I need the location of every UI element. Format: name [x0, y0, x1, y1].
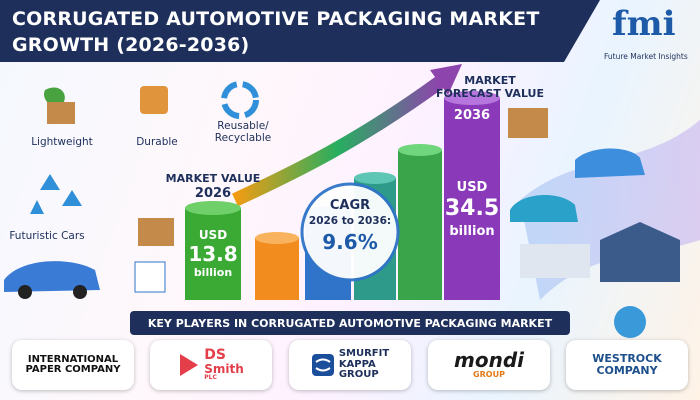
company-line: COMPANY — [596, 364, 658, 377]
players-banner — [130, 311, 570, 335]
currency: USD — [198, 228, 228, 242]
header-band — [0, 0, 600, 62]
feature: Durable — [136, 136, 178, 148]
forecast-label: MARKET FORECAST VALUE — [435, 74, 545, 101]
feature: Lightweight — [31, 136, 93, 148]
cagr-label: CAGR — [329, 198, 371, 213]
cagr-badge — [300, 182, 400, 282]
company-line: PLC — [204, 374, 217, 382]
value: 13.8 — [188, 242, 238, 266]
value-label: MARKET VALUE — [165, 172, 261, 185]
company-lines: DS Smith PLC — [204, 348, 244, 382]
currency: USD — [456, 180, 488, 195]
company-line: GROUP — [338, 369, 379, 381]
title-line: GROWTH (2026-2036) — [12, 34, 250, 56]
company-line: DS — [204, 347, 226, 364]
company-line: INTERNATIONAL — [27, 353, 119, 365]
company-line: mondi — [454, 348, 524, 373]
arrow-head — [430, 64, 462, 95]
unit: billion — [449, 224, 495, 239]
company-line: GROUP — [473, 370, 505, 380]
company-logo: mondi GROUP — [428, 340, 550, 390]
cagr-value: 9.6% — [322, 230, 378, 254]
company-line: WESTROCK — [592, 352, 662, 366]
company-line: SMURFIT — [338, 348, 390, 360]
sk-icon — [311, 354, 334, 376]
company-logo: SMURFIT KAPPA GROUP — [289, 340, 411, 390]
unit: billion — [193, 266, 233, 279]
company-line: PAPER COMPANY — [25, 364, 121, 375]
company-logo: DS Smith PLC — [150, 340, 272, 390]
value-year: 2026 — [194, 186, 232, 201]
company-line: Smith — [204, 361, 244, 376]
logo-name: Future Market Insights — [604, 52, 688, 61]
feature: Futuristic Cars — [9, 230, 85, 242]
ds-icon — [180, 354, 199, 376]
growth-arrow — [232, 76, 445, 207]
value: 34.5 — [444, 196, 500, 221]
feature: Reusable/ Recyclable — [214, 120, 272, 144]
company-lines: SMURFIT KAPPA GROUP — [339, 349, 389, 381]
company-line: KAPPA — [338, 358, 376, 370]
company-logo: WESTROCK COMPANY — [566, 340, 688, 390]
players-title: KEY PLAYERS IN CORRUGATED AUTOMOTIVE PAC… — [147, 317, 553, 330]
title-line: CORRUGATED AUTOMOTIVE PACKAGING MARKET — [12, 8, 540, 30]
forecast-year: 2036 — [453, 108, 491, 123]
cagr-period: 2026 to 2036: — [308, 215, 392, 227]
company-logo: INTERNATIONAL PAPER COMPANY — [12, 340, 134, 390]
icons — [4, 81, 680, 338]
logo-mark: fmi — [612, 4, 676, 44]
